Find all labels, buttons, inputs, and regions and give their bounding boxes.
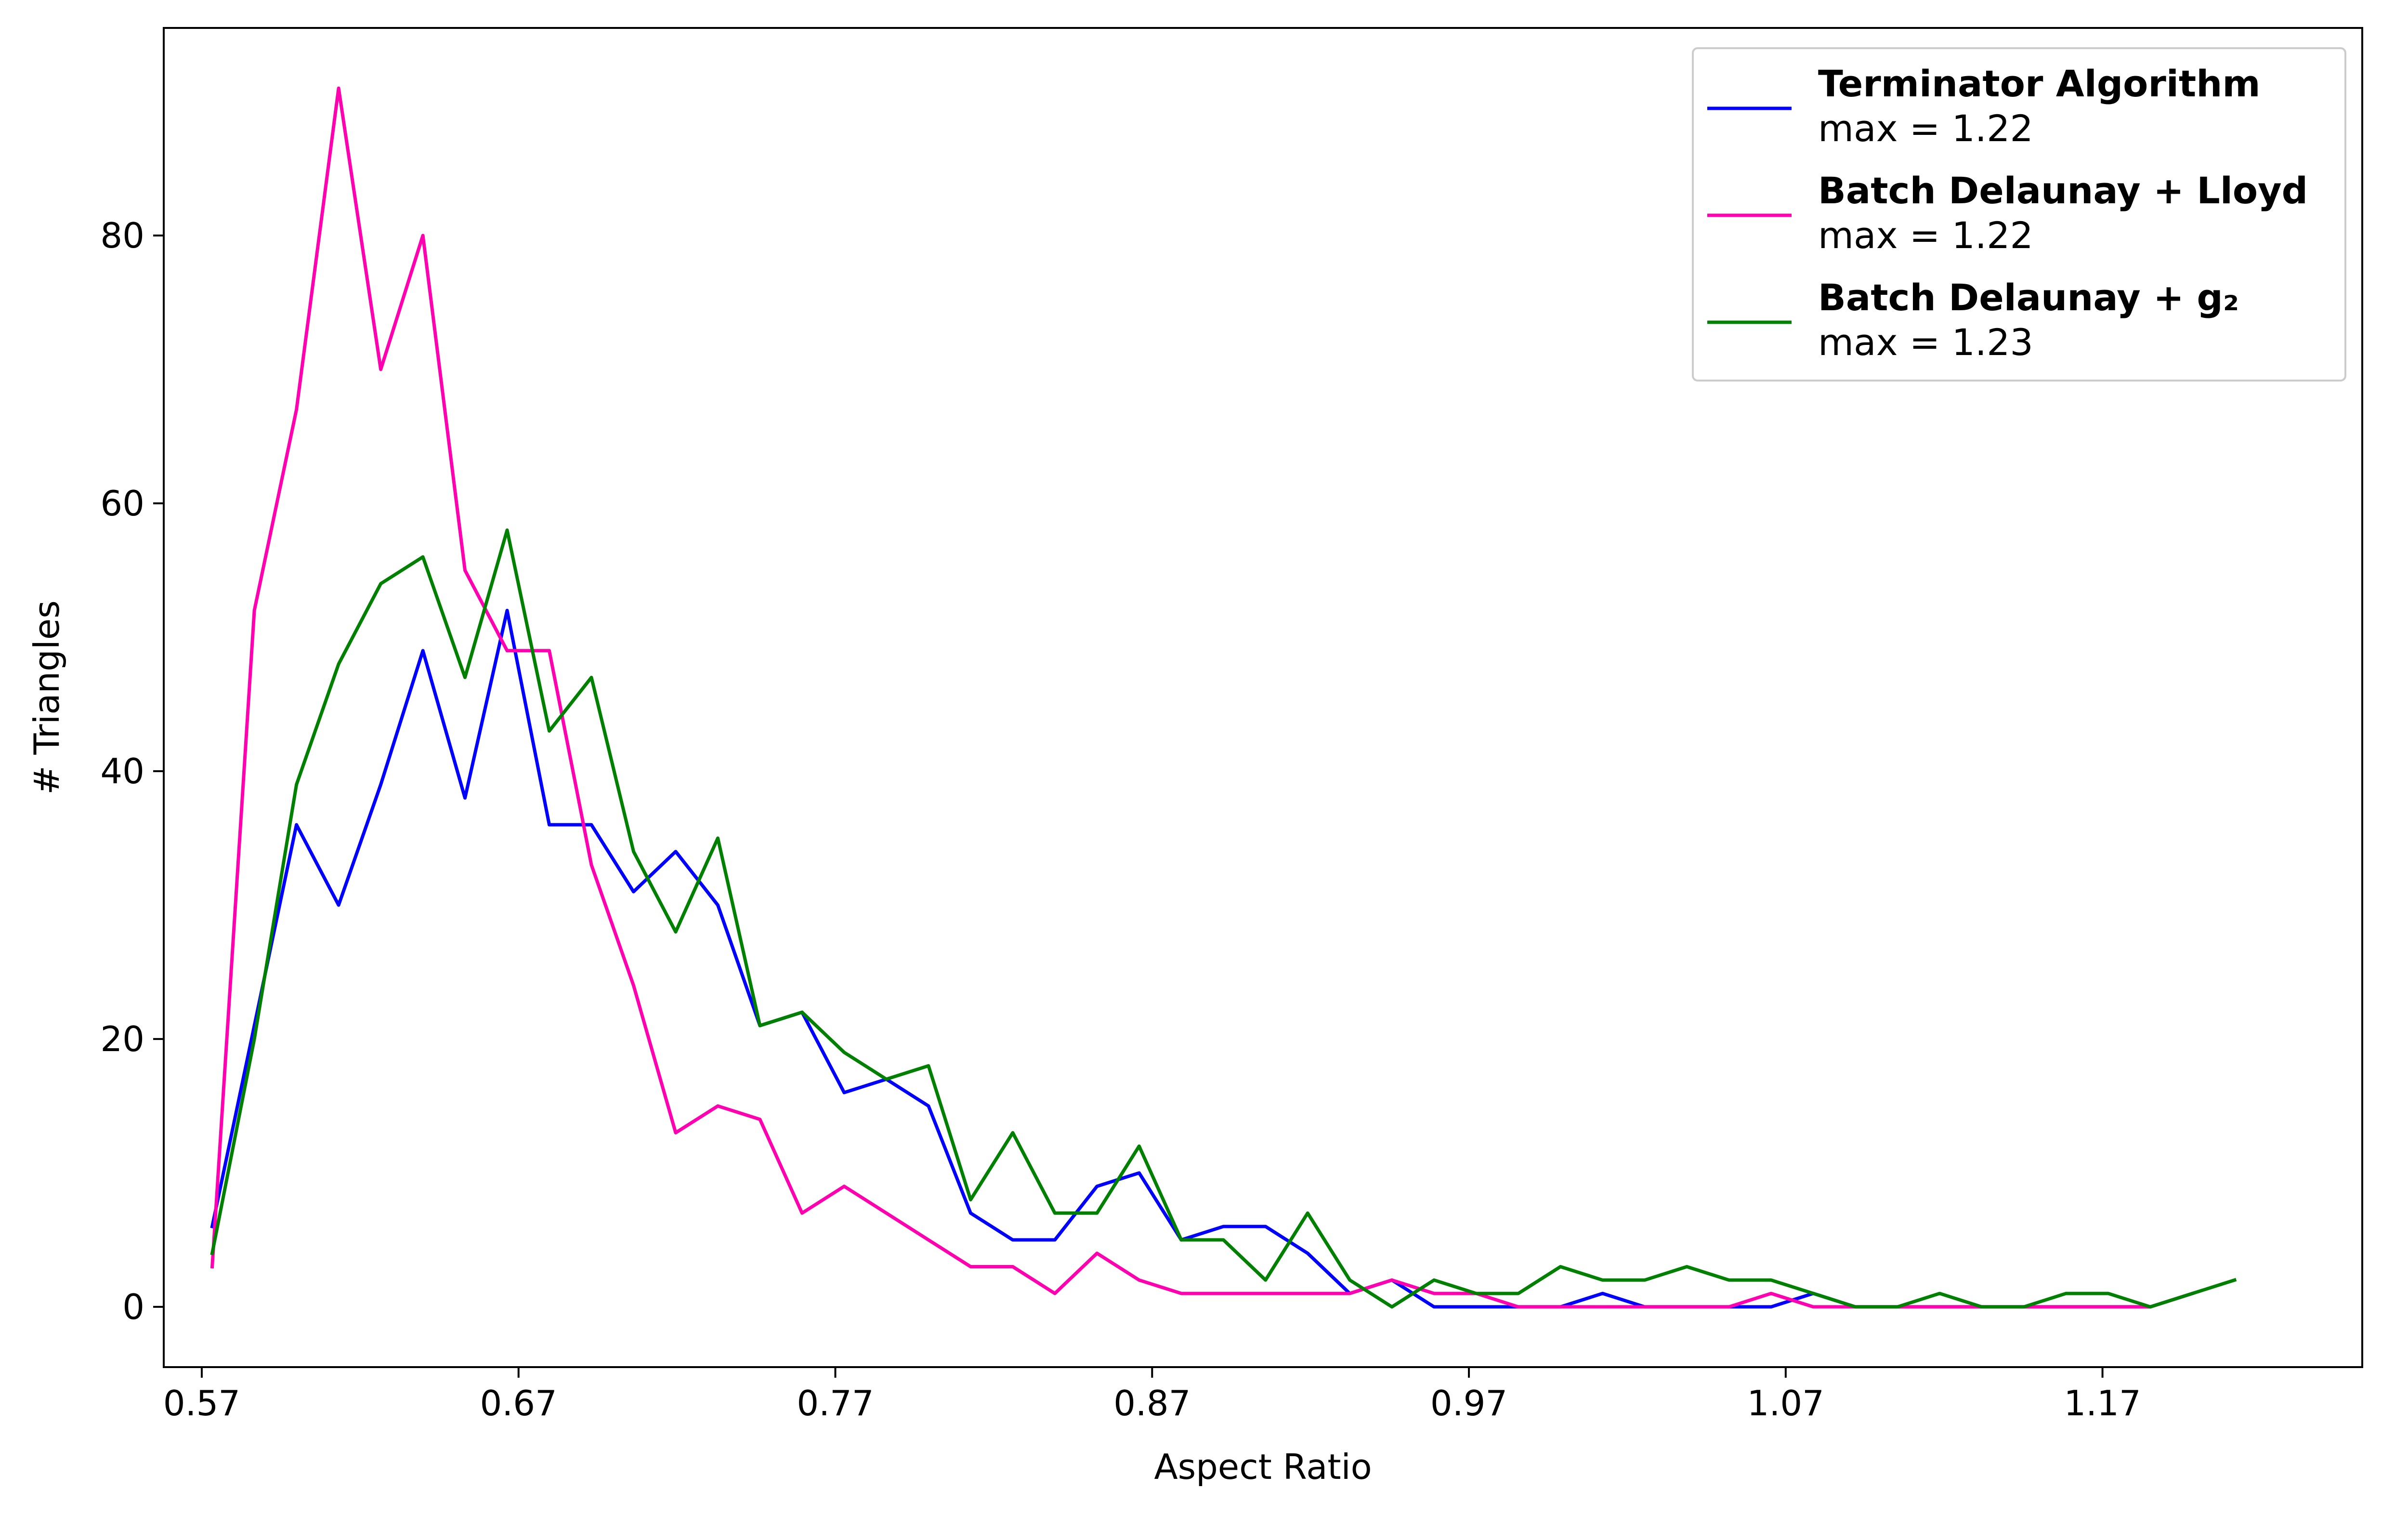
x-tick-label: 1.17 <box>2064 1383 2141 1423</box>
legend-series-name: Terminator Algorithm <box>1818 62 2261 105</box>
x-axis-label: Aspect Ratio <box>1154 1447 1372 1487</box>
x-tick-label: 0.87 <box>1113 1383 1191 1423</box>
x-tick-label: 0.67 <box>480 1383 557 1423</box>
y-tick-label: 20 <box>100 1019 144 1059</box>
legend-series-name: Batch Delaunay + g₂ <box>1818 276 2239 319</box>
y-tick-label: 80 <box>100 215 144 256</box>
legend-series-name: Batch Delaunay + Lloyd <box>1818 169 2308 212</box>
series-line <box>210 528 2237 1309</box>
axes-layer: 0.57 0.67 0.77 0.87 0.97 1.07 1.17 0 20 40 60 80 <box>100 215 2141 1423</box>
y-axis-label: # Triangles <box>26 600 67 795</box>
legend-max-value: max = 1.23 <box>1818 321 2033 364</box>
plot-frame <box>163 27 2363 1368</box>
series-layer <box>210 86 2237 1309</box>
x-tick-label: 0.97 <box>1430 1383 1507 1423</box>
x-tick-label: 0.77 <box>797 1383 874 1423</box>
legend-box <box>1692 47 2346 382</box>
legend-max-value: max = 1.22 <box>1818 107 2033 150</box>
legend-max-value: max = 1.22 <box>1818 214 2033 257</box>
x-tick-label: 1.07 <box>1747 1383 1824 1423</box>
x-tick-label: 0.57 <box>163 1383 240 1423</box>
y-tick-label: 40 <box>100 751 144 791</box>
y-tick-label: 0 <box>122 1287 144 1327</box>
y-tick-label: 60 <box>100 483 144 524</box>
